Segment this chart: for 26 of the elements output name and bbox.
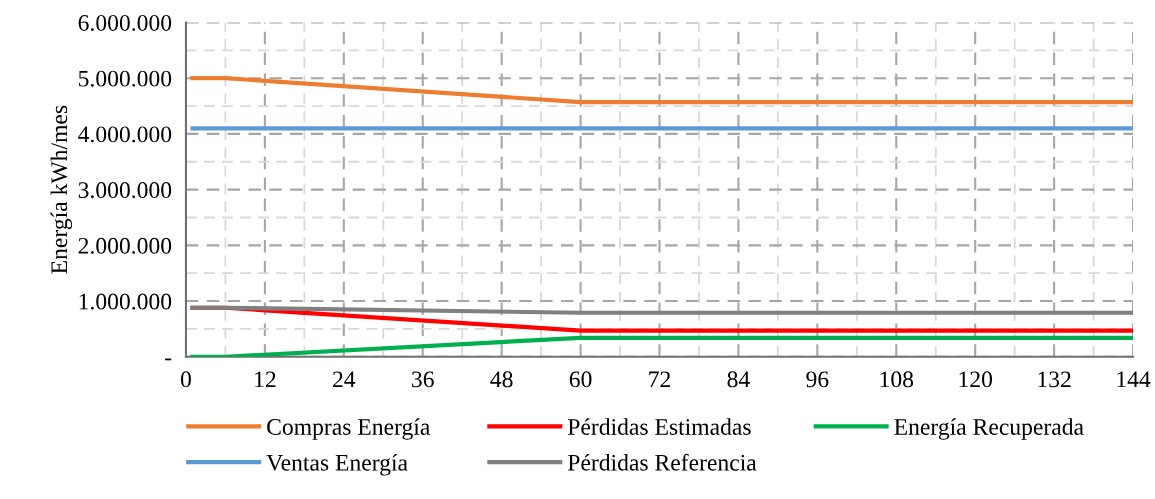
x-tick-label: 24 <box>333 371 356 388</box>
legend-label: Pérdidas Estimadas <box>567 418 751 435</box>
x-tick-label: 132 <box>1038 371 1071 388</box>
x-tick-label: 120 <box>959 371 993 388</box>
y-tick-label: 3.000.000 <box>78 182 172 199</box>
x-tick-label: 144 <box>1117 371 1151 388</box>
y-tick-label: 1.000.000 <box>79 293 172 310</box>
x-tick-label: 12 <box>255 371 276 388</box>
x-tick-label: 72 <box>649 371 671 388</box>
x-tick-label: 36 <box>412 371 434 388</box>
legend-label: Compras Energía <box>267 418 431 440</box>
y-tick-label: 5.000.000 <box>78 70 172 87</box>
x-tick-label: 60 <box>569 371 592 388</box>
x-tick-label: 108 <box>880 371 914 388</box>
x-tick-label: 96 <box>806 371 829 388</box>
legend-label: Energía Recuperada <box>894 418 1084 440</box>
y-tick-label: - <box>165 358 172 361</box>
y-axis-title: Energía kWh/mes <box>50 105 73 274</box>
x-tick-label: 84 <box>727 371 750 388</box>
legend-label: Pérdidas Referencia <box>567 453 757 471</box>
y-tick-label: 2.000.000 <box>78 237 172 254</box>
x-tick-label: 48 <box>490 371 513 388</box>
y-tick-label: 4.000.000 <box>78 126 172 143</box>
y-tick-label: 6.000.000 <box>78 14 172 31</box>
legend-label: Ventas Energía <box>266 454 408 476</box>
x-tick-label: 0 <box>180 371 191 388</box>
